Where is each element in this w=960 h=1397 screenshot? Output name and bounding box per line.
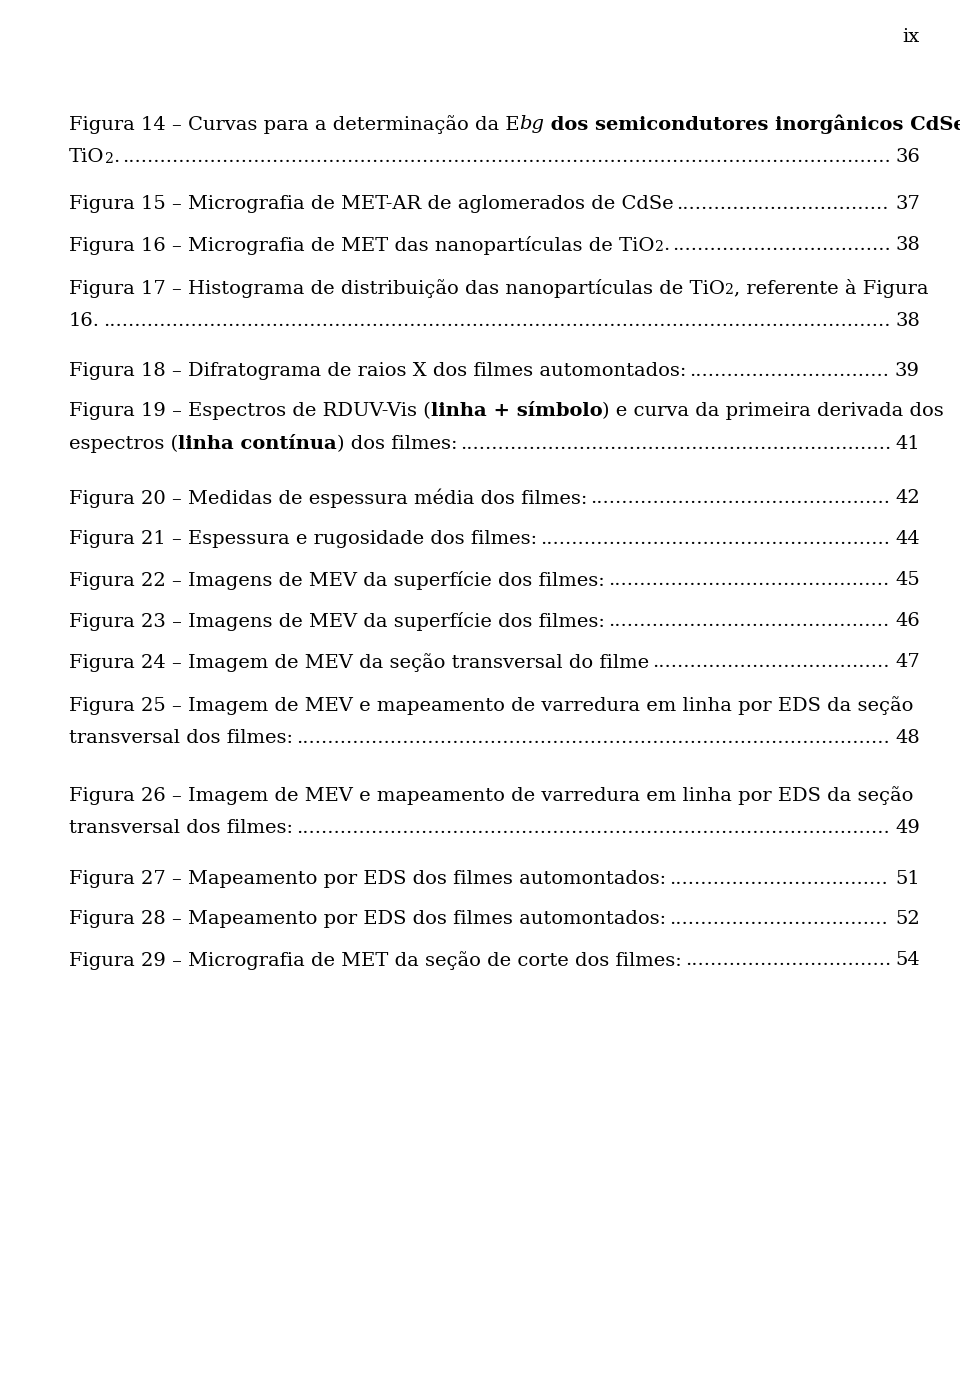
Text: .............................................: ........................................… — [608, 612, 889, 630]
Text: Figura 25 – Imagem de MEV e mapeamento de varredura em linha por EDS da seção: Figura 25 – Imagem de MEV e mapeamento d… — [69, 696, 913, 715]
Text: 49: 49 — [895, 819, 920, 837]
Text: linha + símbolo: linha + símbolo — [431, 402, 603, 420]
Text: espectros (: espectros ( — [69, 434, 179, 453]
Text: 45: 45 — [896, 571, 920, 590]
Text: 2: 2 — [105, 152, 113, 166]
Text: Figura 27 – Mapeamento por EDS dos filmes automontados:: Figura 27 – Mapeamento por EDS dos filme… — [69, 870, 666, 888]
Text: 36: 36 — [895, 148, 920, 166]
Text: Figura 18 – Difratograma de raios X dos filmes automontados:: Figura 18 – Difratograma de raios X dos … — [69, 362, 686, 380]
Text: Figura 20 – Medidas de espessura média dos filmes:: Figura 20 – Medidas de espessura média d… — [69, 489, 588, 509]
Text: Figura 26 – Imagem de MEV e mapeamento de varredura em linha por EDS da seção: Figura 26 – Imagem de MEV e mapeamento d… — [69, 787, 913, 805]
Text: Figura 24 – Imagem de MEV da seção transversal do filme: Figura 24 – Imagem de MEV da seção trans… — [69, 652, 649, 672]
Text: transversal dos filmes:: transversal dos filmes: — [69, 819, 293, 837]
Text: ..................................: .................................. — [677, 196, 889, 212]
Text: 54: 54 — [896, 951, 920, 970]
Text: .............................................: ........................................… — [608, 571, 889, 590]
Text: Figura 19 – Espectros de RDUV-Vis (: Figura 19 – Espectros de RDUV-Vis ( — [69, 402, 431, 420]
Text: 16.: 16. — [69, 312, 100, 330]
Text: .....................................................................: ........................................… — [461, 434, 892, 453]
Text: ................................................: ........................................… — [590, 489, 890, 507]
Text: 42: 42 — [896, 489, 920, 507]
Text: ) dos filmes:: ) dos filmes: — [337, 434, 458, 453]
Text: Figura 29 – Micrografia de MET da seção de corte dos filmes:: Figura 29 – Micrografia de MET da seção … — [69, 951, 682, 970]
Text: dos semicondutores inorgânicos CdSe e: dos semicondutores inorgânicos CdSe e — [544, 115, 960, 134]
Text: 47: 47 — [896, 652, 920, 671]
Text: 38: 38 — [895, 236, 920, 254]
Text: ................................................................................: ........................................… — [103, 312, 891, 330]
Text: .................................: ................................. — [684, 951, 891, 970]
Text: .: . — [663, 236, 670, 254]
Text: ................................: ................................ — [689, 362, 889, 380]
Text: ix: ix — [902, 28, 920, 46]
Text: 46: 46 — [896, 612, 920, 630]
Text: , referente à Figura: , referente à Figura — [733, 279, 928, 298]
Text: bg: bg — [519, 115, 544, 133]
Text: ................................................................................: ........................................… — [296, 819, 890, 837]
Text: 44: 44 — [896, 529, 920, 548]
Text: 52: 52 — [896, 909, 920, 928]
Text: transversal dos filmes:: transversal dos filmes: — [69, 729, 293, 747]
Text: Figura 16 – Micrografia de MET das nanopartículas de TiO: Figura 16 – Micrografia de MET das nanop… — [69, 236, 655, 256]
Text: ) e curva da primeira derivada dos: ) e curva da primeira derivada dos — [603, 402, 945, 420]
Text: 37: 37 — [895, 196, 920, 212]
Text: 39: 39 — [895, 362, 920, 380]
Text: ...................................: ................................... — [669, 870, 888, 888]
Text: ................................................................................: ........................................… — [296, 729, 890, 747]
Text: 38: 38 — [895, 312, 920, 330]
Text: 48: 48 — [896, 729, 920, 747]
Text: Figura 22 – Imagens de MEV da superfície dos filmes:: Figura 22 – Imagens de MEV da superfície… — [69, 571, 605, 590]
Text: ........................................................: ........................................… — [540, 529, 890, 548]
Text: 41: 41 — [896, 434, 920, 453]
Text: 51: 51 — [896, 870, 920, 888]
Text: 2: 2 — [725, 284, 733, 298]
Text: .: . — [113, 148, 120, 166]
Text: Figura 14 – Curvas para a determinação da E: Figura 14 – Curvas para a determinação d… — [69, 115, 519, 134]
Text: ................................................................................: ........................................… — [123, 148, 892, 166]
Text: ...................................: ................................... — [673, 236, 892, 254]
Text: Figura 21 – Espessura e rugosidade dos filmes:: Figura 21 – Espessura e rugosidade dos f… — [69, 529, 538, 548]
Text: Figura 23 – Imagens de MEV da superfície dos filmes:: Figura 23 – Imagens de MEV da superfície… — [69, 612, 605, 631]
Text: linha contínua: linha contínua — [179, 434, 337, 453]
Text: ......................................: ...................................... — [652, 652, 890, 671]
Text: Figura 15 – Micrografia de MET-AR de aglomerados de CdSe: Figura 15 – Micrografia de MET-AR de agl… — [69, 196, 674, 212]
Text: Figura 28 – Mapeamento por EDS dos filmes automontados:: Figura 28 – Mapeamento por EDS dos filme… — [69, 909, 666, 928]
Text: Figura 17 – Histograma de distribuição das nanopartículas de TiO: Figura 17 – Histograma de distribuição d… — [69, 279, 725, 298]
Text: TiO: TiO — [69, 148, 105, 166]
Text: ...................................: ................................... — [669, 909, 888, 928]
Text: 2: 2 — [655, 240, 663, 254]
